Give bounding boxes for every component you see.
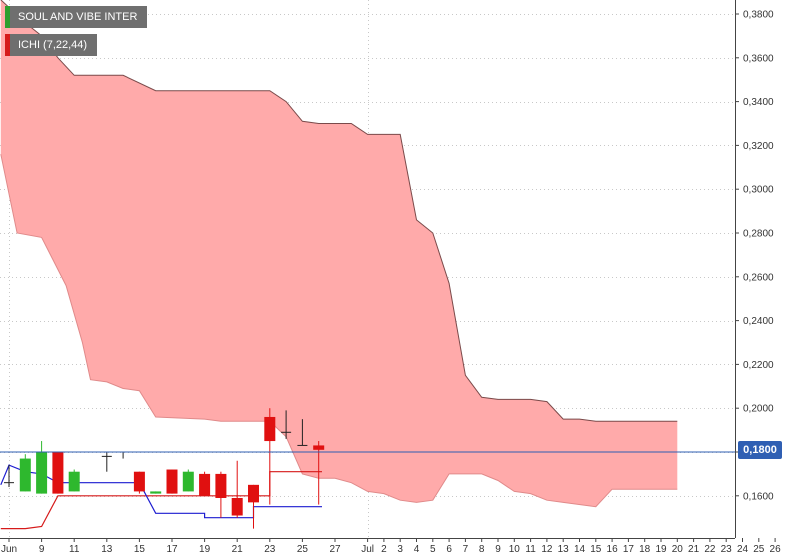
x-tick-label: 10 — [509, 544, 521, 555]
candle — [68, 469, 80, 492]
x-tick-label: 25 — [297, 544, 309, 555]
x-tick-label: 7 — [463, 544, 469, 555]
x-tick-label: 2 — [381, 544, 387, 555]
candle-body — [231, 497, 243, 516]
x-tick-label: 9 — [495, 544, 501, 555]
candle-body — [199, 473, 211, 496]
x-tick-label: 26 — [770, 544, 782, 555]
candle — [264, 408, 276, 505]
x-tick-label: 9 — [39, 544, 45, 555]
x-tick-label: 27 — [329, 544, 341, 555]
candle — [248, 484, 259, 529]
x-tick-label: 15 — [590, 544, 602, 555]
x-tick-label: Jun — [1, 544, 17, 555]
x-tick-label: 5 — [430, 544, 436, 555]
candle-body — [52, 452, 64, 494]
candle — [231, 460, 243, 518]
candle-body — [215, 473, 227, 498]
x-tick-label: 19 — [199, 544, 211, 555]
x-tick-label: 15 — [134, 544, 146, 555]
x-tick-label: 23 — [264, 544, 276, 555]
candle-body — [313, 445, 325, 450]
candle — [215, 471, 227, 518]
candle — [133, 471, 145, 494]
y-tick-label: 0,2000 — [743, 404, 774, 415]
x-tick-label: 13 — [101, 544, 113, 555]
x-tick-label: 17 — [623, 544, 635, 555]
x-tick-label: 11 — [69, 544, 80, 555]
kumo-fill — [0, 0, 678, 507]
senkou-span-a-line — [0, 0, 678, 422]
candle — [166, 469, 178, 494]
x-tick-label: 17 — [166, 544, 178, 555]
indicator-legend[interactable]: ICHI (7,22,44) — [5, 34, 98, 56]
candle — [297, 419, 308, 446]
y-tick-label: 0,3800 — [743, 10, 774, 21]
x-tick-label: 13 — [558, 544, 570, 555]
symbol-color-swatch — [5, 6, 10, 28]
x-tick-label: 6 — [446, 544, 452, 555]
x-tick-label: 23 — [721, 544, 733, 555]
x-tick-label: 22 — [704, 544, 716, 555]
candle-body — [68, 471, 80, 492]
candle — [4, 465, 14, 488]
y-tick-label: 0,3200 — [743, 141, 774, 152]
x-tick-label: 21 — [232, 544, 244, 555]
x-tick-label: 20 — [672, 544, 684, 555]
x-tick-label: 4 — [414, 544, 420, 555]
candle-body — [182, 471, 194, 492]
kumo-cloud — [0, 0, 678, 508]
candle — [281, 410, 292, 439]
symbol-label: SOUL AND VIBE INTER — [18, 11, 138, 23]
candle — [199, 471, 211, 496]
indicator-label: ICHI (7,22,44) — [18, 39, 88, 51]
y-tick-label: 0,2200 — [743, 360, 774, 371]
candle-body — [248, 484, 259, 503]
y-tick-label: 0,1600 — [743, 491, 774, 502]
x-tick-label: 21 — [688, 544, 700, 555]
x-tick-label: 14 — [574, 544, 586, 555]
candle-body — [36, 452, 48, 494]
x-tick-label: 11 — [525, 544, 536, 555]
candle-body — [166, 469, 178, 494]
x-tick-label: 19 — [655, 544, 667, 555]
candle — [150, 491, 162, 494]
indicator-color-swatch — [5, 34, 10, 56]
y-tick-label: 0,3400 — [743, 97, 774, 108]
candle — [101, 452, 112, 472]
x-tick-label: 25 — [753, 544, 765, 555]
x-tick-label: 24 — [737, 544, 749, 555]
symbol-legend[interactable]: SOUL AND VIBE INTER — [5, 6, 148, 28]
x-axis-ticks: Jun 9 11 13 15 17 19 21 23 25 27 Jul 2 3 4 5 6 7 8 9 10 11 12 1… — [1, 538, 781, 555]
x-tick-label: 8 — [479, 544, 485, 555]
candle-body — [264, 416, 276, 442]
x-tick-label: 12 — [541, 544, 553, 555]
tenkan-sen-line — [0, 471, 322, 530]
candle-body — [19, 458, 31, 492]
y-tick-label: 0,3600 — [743, 53, 774, 64]
candle-body — [133, 471, 145, 492]
x-tick-label: 16 — [607, 544, 619, 555]
y-axis-ticks: 0,3800 0,3600 0,3400 0,3200 0,3000 0,2800 0,26… — [735, 10, 774, 502]
last-price-badge: 0,1800 — [738, 441, 782, 459]
y-tick-label: 0,2600 — [743, 272, 774, 283]
candle — [36, 441, 48, 494]
x-tick-label: 3 — [397, 544, 403, 555]
candles — [4, 408, 325, 529]
x-tick-label: Jul — [361, 544, 374, 555]
x-tick-label: 18 — [639, 544, 651, 555]
y-tick-label: 0,2400 — [743, 316, 774, 327]
candle-body — [150, 491, 162, 494]
y-tick-label: 0,2800 — [743, 229, 774, 240]
senkou-span-b-line — [0, 154, 678, 508]
candle — [182, 469, 194, 492]
y-tick-label: 0,3000 — [743, 185, 774, 196]
candle — [52, 452, 64, 494]
candle — [19, 454, 31, 492]
